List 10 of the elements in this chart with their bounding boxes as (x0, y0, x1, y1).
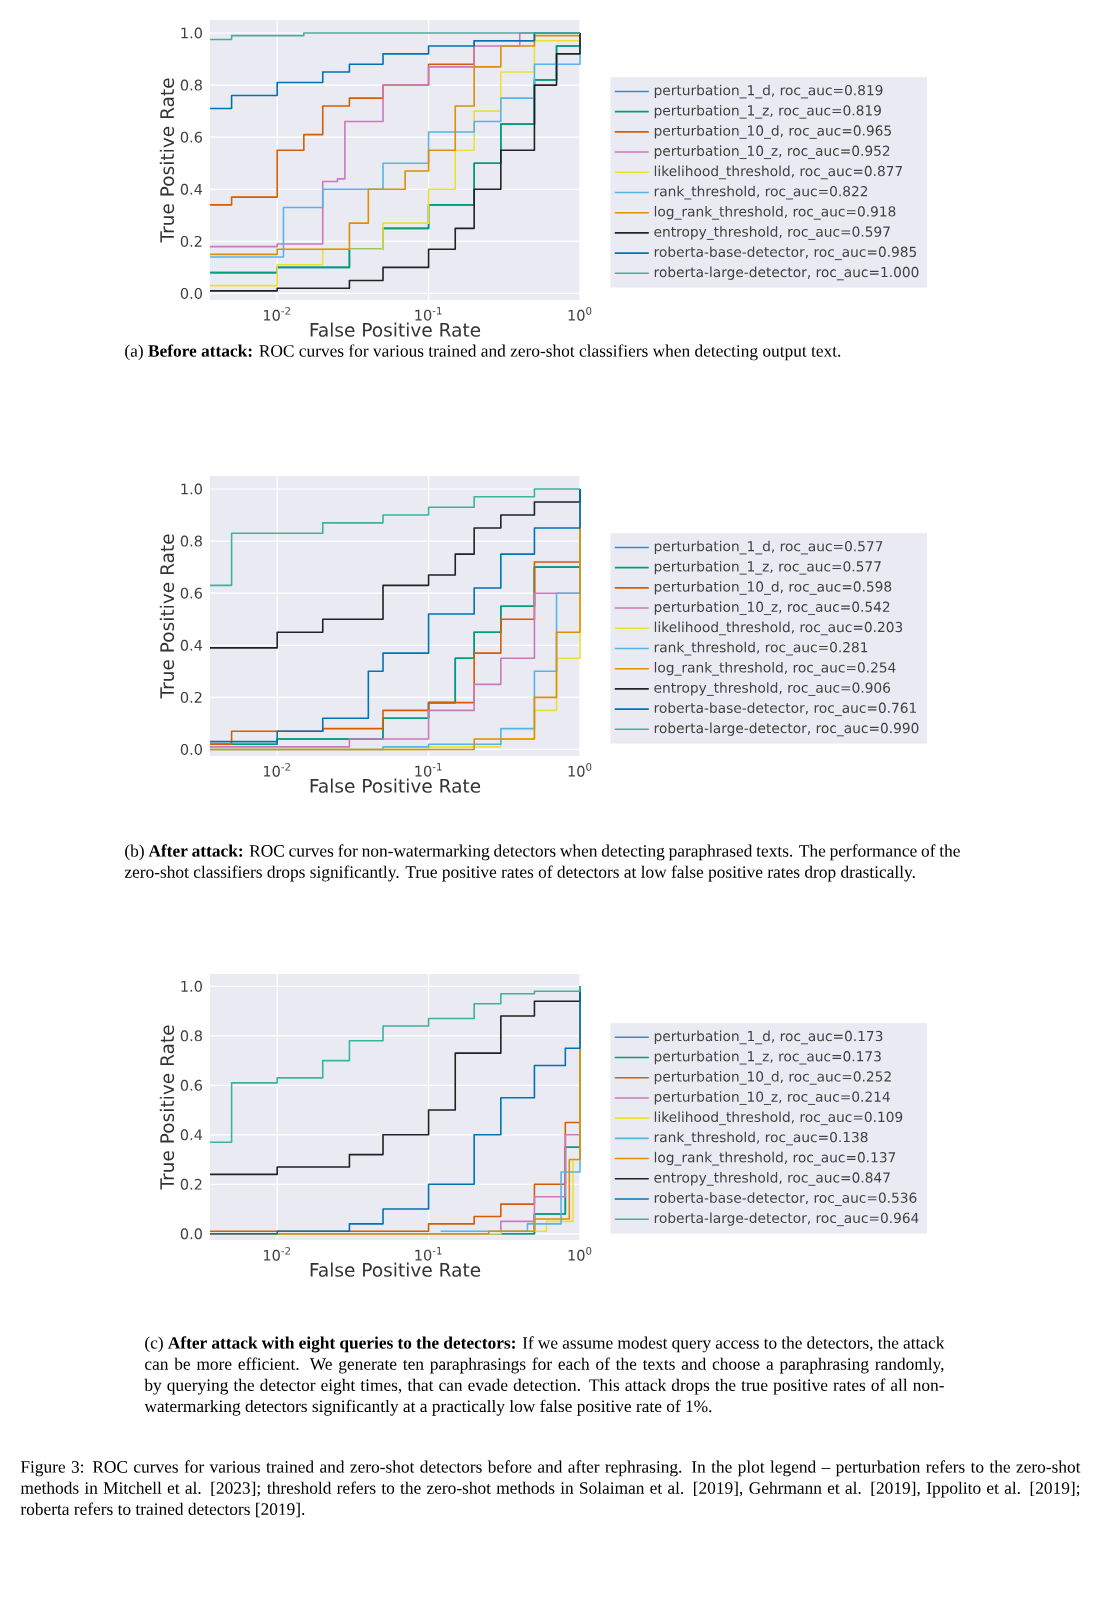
x-axis-title: False Positive Rate (310, 322, 481, 337)
y-axis-title: True Positive Rate (159, 1025, 175, 1190)
caption: Figure 3: ROC curves for various trained and zero-shot detectors before and after rephrasing. In the plot legend – perturbation refers to the zero-shot methods in Mitchell et al. [2023]; threshold refers to the zero-shot methods in Solaiman et al. [2019], Gehrmann et al. [2019], Ippolito et al. [2019]; roberta refers to trained detectors [2019]. (20, 1460, 1081, 1518)
x-axis-title: False Positive Rate (310, 1262, 481, 1277)
text: (c) After attack with eight queries to the detectors: If we assume modest query access to the detectors, the attack can be more efficient. We generate ten paraphrasings for each of the texts and choose a paraphrasing randomly, by querying the detector eight times, that can evade detection. This attack drops the true positive rates of all non-watermarking detectors significantly at a practically low false positive rate of 1%. (144, 1336, 945, 1416)
y-axis-title: True Positive Rate (159, 78, 175, 243)
text: (a) Before attack: ROC curves for various trained and zero-shot classifiers when detecting output text. (125, 344, 841, 361)
x-axis-title: False Positive Rate (310, 778, 481, 793)
y-axis-title: True Positive Rate (159, 534, 175, 699)
text: (b) After attack: ROC curves for non-watermarking detectors when detecting paraphrased texts. The performance of the zero-shot classifiers drops significantly. True positive rates of detectors at low false positive rates drop drastically. (124, 844, 960, 882)
